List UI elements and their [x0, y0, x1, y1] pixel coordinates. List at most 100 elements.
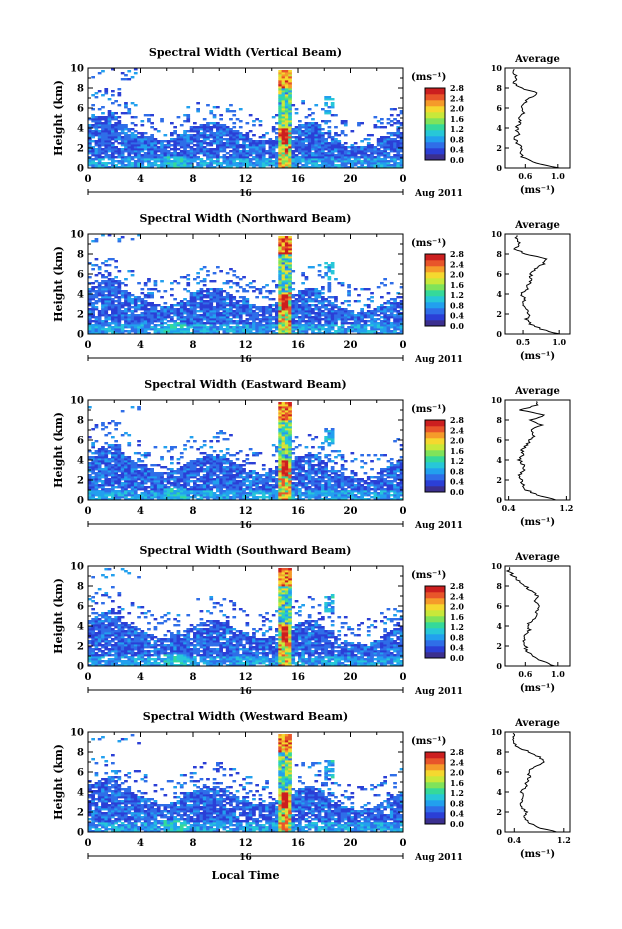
heatmap-cell [140, 160, 145, 163]
heatmap-cell [386, 332, 391, 335]
heatmap-cell [97, 144, 102, 147]
heatmap-cell [347, 310, 351, 313]
heatmap-cell [199, 126, 204, 129]
heatmap-cell [334, 166, 338, 169]
heatmap-cell [281, 128, 286, 131]
heatmap-cell [238, 304, 243, 307]
heatmap-cell [170, 462, 174, 465]
heatmap-cell [324, 96, 328, 99]
heatmap-cell [212, 466, 217, 469]
heatmap-cell [189, 316, 194, 319]
heatmap-cell [330, 320, 335, 323]
heatmap-cell [133, 464, 138, 467]
heatmap-cell [370, 160, 374, 163]
heatmap-cell [288, 78, 292, 81]
heatmap-cell [324, 306, 328, 309]
heatmap-cell [114, 450, 118, 453]
heatmap-cell [111, 308, 115, 311]
heatmap-cell [357, 314, 361, 317]
heatmap-cell [206, 124, 210, 127]
heatmap-cell [219, 296, 223, 299]
heatmap-cell [199, 462, 204, 465]
heatmap-cell [284, 138, 289, 141]
heatmap-cell [370, 144, 374, 147]
heatmap-cell [284, 268, 289, 271]
heatmap-cell [127, 314, 132, 317]
heatmap-cell [258, 326, 263, 329]
heatmap-cell [212, 132, 217, 135]
heatmap-cell [189, 156, 194, 159]
heatmap-cell [160, 332, 164, 335]
heatmap-cell [117, 480, 122, 483]
heatmap-cell [307, 136, 312, 139]
heatmap-cell [173, 490, 177, 493]
heatmap-cell [101, 452, 105, 455]
heatmap-cell [275, 152, 279, 155]
heatmap-cell [216, 456, 220, 459]
heatmap-cell [107, 122, 112, 125]
heatmap-cells [88, 234, 404, 335]
heatmap-cell [242, 154, 246, 157]
heatmap-cell [386, 142, 391, 145]
heatmap-cell [117, 460, 122, 463]
heatmap-cell [202, 138, 207, 141]
heatmap-cell [143, 312, 148, 315]
heatmap-cell [284, 330, 289, 333]
heatmap-cell [88, 488, 92, 491]
heatmap-cell [353, 326, 358, 329]
heatmap-cell [160, 144, 164, 147]
heatmap-cell [340, 130, 345, 133]
heatmap-cell [137, 152, 141, 155]
heatmap-cell [291, 326, 296, 329]
heatmap-cell [334, 148, 338, 151]
heatmap-cell [242, 330, 246, 333]
heatmap-cell [219, 320, 223, 323]
heatmap-cell [265, 284, 269, 287]
heatmap-cell [321, 286, 325, 289]
heatmap-cell [199, 314, 204, 317]
heatmap-cell [340, 146, 345, 149]
heatmap-cell [199, 316, 204, 319]
heatmap-cell [278, 142, 282, 145]
heatmap-cell [232, 480, 237, 483]
heatmap-cell [376, 150, 381, 153]
heatmap-cell [173, 332, 177, 335]
heatmap-cell [107, 124, 112, 127]
heatmap-cell [137, 162, 141, 165]
heatmap-cell [196, 298, 200, 301]
heatmap-cell [170, 324, 174, 327]
heatmap-cell [301, 148, 305, 151]
heatmap-cell [140, 142, 145, 145]
heatmap-cell [88, 162, 92, 165]
heatmap-cell [107, 292, 112, 295]
heatmap-cell [288, 88, 292, 91]
heatmap-cell [216, 138, 220, 141]
heatmap-cell [219, 498, 223, 501]
heatmap-cell [114, 494, 118, 497]
heatmap-cell [216, 294, 220, 297]
heatmap-cell [334, 156, 338, 159]
heatmap-cell [114, 148, 118, 151]
heatmap-cell [166, 472, 171, 475]
heatmap-cell [150, 498, 154, 501]
heatmap-cell [137, 164, 141, 167]
heatmap-cell [133, 72, 138, 75]
heatmap-cell [91, 114, 95, 117]
heatmap-cell [176, 462, 181, 465]
heatmap-cell [383, 308, 387, 311]
heatmap-cell [386, 330, 391, 333]
heatmap-cell [245, 290, 250, 293]
heatmap-cell [340, 324, 345, 327]
heatmap-cell [347, 318, 351, 321]
heatmap-cell [252, 328, 256, 331]
heatmap-cell [183, 130, 187, 133]
profile-frame [504, 67, 571, 169]
heatmap-cell [225, 490, 230, 493]
heatmap-cell [314, 136, 319, 139]
heatmap-cell [248, 328, 253, 331]
heatmap-cell [340, 310, 345, 313]
heatmap-cell [235, 134, 240, 137]
heatmap-cell [307, 292, 312, 295]
heatmap-cell [130, 142, 135, 145]
heatmap-cell [275, 318, 279, 321]
